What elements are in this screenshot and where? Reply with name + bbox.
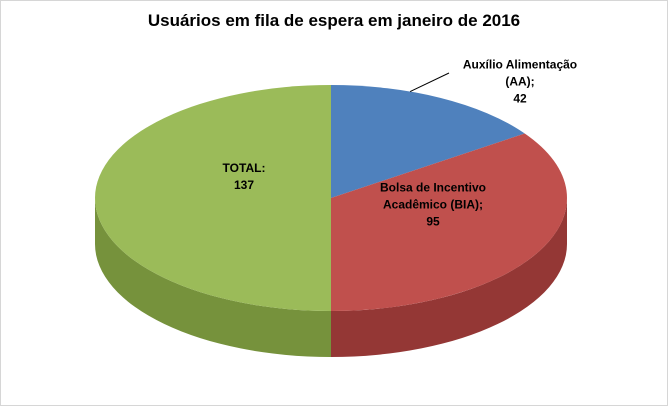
chart-title: Usuários em fila de espera em janeiro de… [147, 11, 521, 30]
